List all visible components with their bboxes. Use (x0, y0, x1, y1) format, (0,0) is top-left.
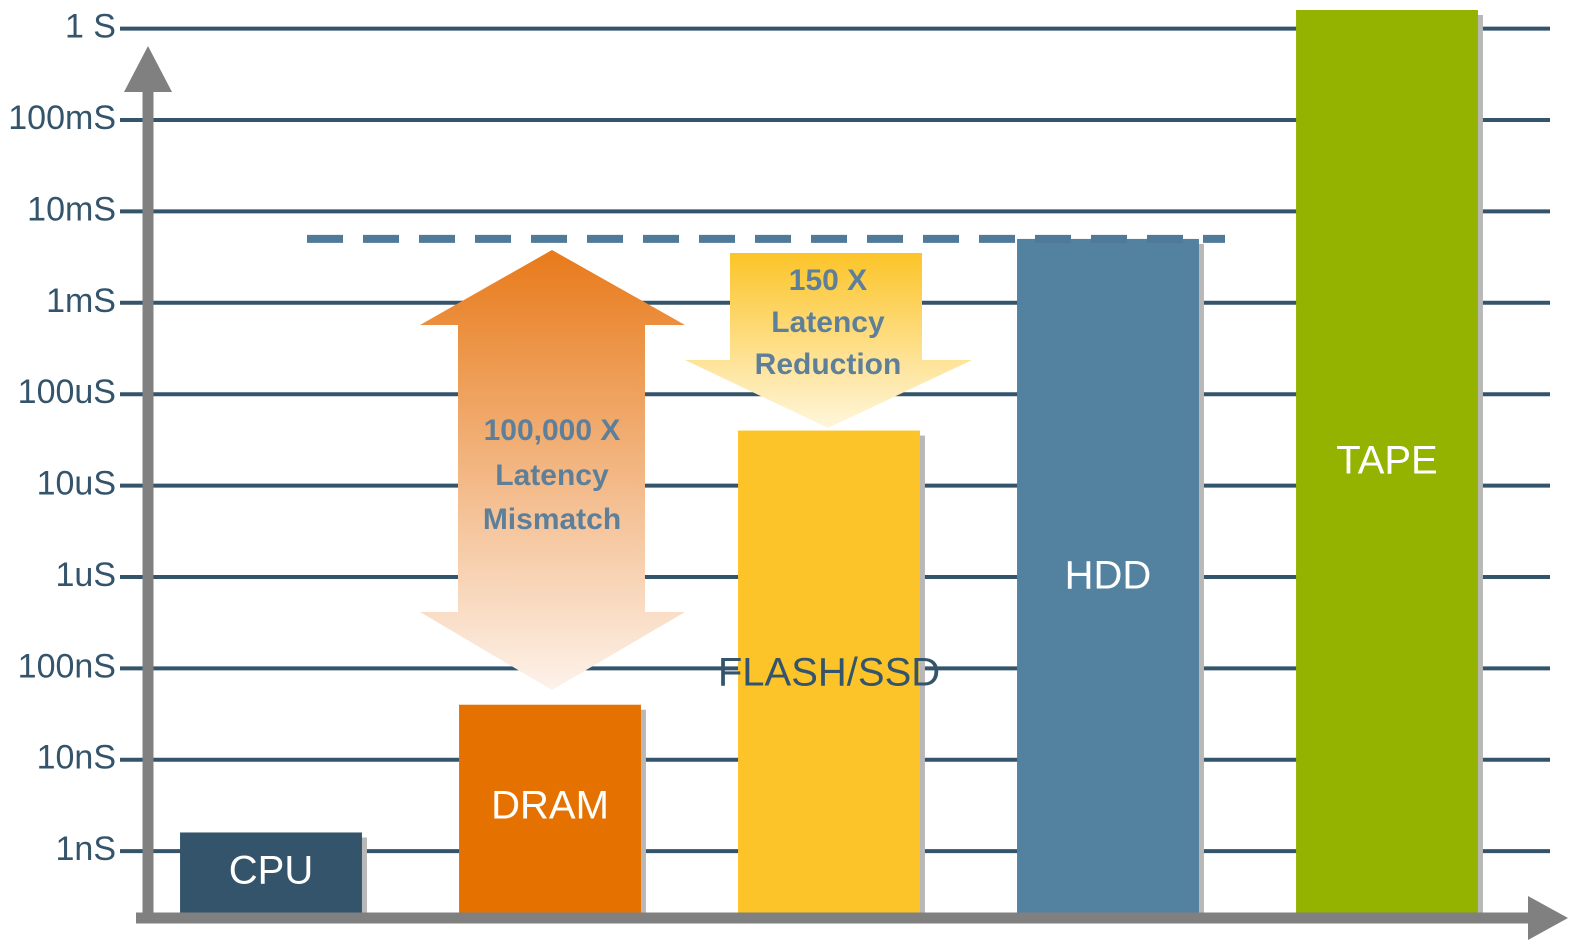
bar-label: CPU (229, 849, 313, 893)
bar-label: HDD (1065, 554, 1152, 598)
annotation-text: 100,000 X (484, 414, 621, 447)
reduction-arrow (685, 253, 972, 428)
bar (1296, 10, 1478, 915)
x-axis-arrow (1528, 896, 1568, 940)
y-tick-label: 1uS (56, 556, 117, 594)
mismatch-arrow (420, 250, 685, 690)
bars: CPU DRAM FLASH/SSD HDD TAPE (180, 10, 1483, 915)
annotation-text: Reduction (755, 348, 902, 381)
y-tick-label: 1nS (56, 830, 117, 868)
bar (180, 832, 362, 915)
bar-label: FLASH/SSD (718, 651, 940, 695)
bar (459, 704, 641, 915)
y-tick-label: 10mS (27, 190, 116, 228)
bar-label: TAPE (1336, 439, 1438, 483)
y-axis-arrow (124, 46, 172, 92)
y-tick-label: 1mS (46, 282, 116, 320)
y-tick-label: 10uS (37, 465, 116, 503)
annotation-text: 150 X (789, 264, 867, 297)
annotations: 100,000 X Latency Mismatch 150 X Latency Redu… (420, 250, 972, 690)
y-tick-label: 100nS (18, 647, 116, 685)
y-tick-label: 100uS (18, 373, 116, 411)
axes (124, 46, 1568, 940)
annotation-text: Latency (495, 459, 609, 492)
y-tick-label: 100mS (8, 99, 116, 137)
bar (1017, 238, 1199, 915)
bar-label: DRAM (491, 784, 609, 828)
annotation-text: Mismatch (483, 503, 621, 536)
annotation-text: Latency (771, 306, 885, 339)
y-tick-label: 10nS (37, 739, 116, 777)
y-tick-label: 1 S (65, 8, 116, 46)
bar (738, 430, 920, 915)
